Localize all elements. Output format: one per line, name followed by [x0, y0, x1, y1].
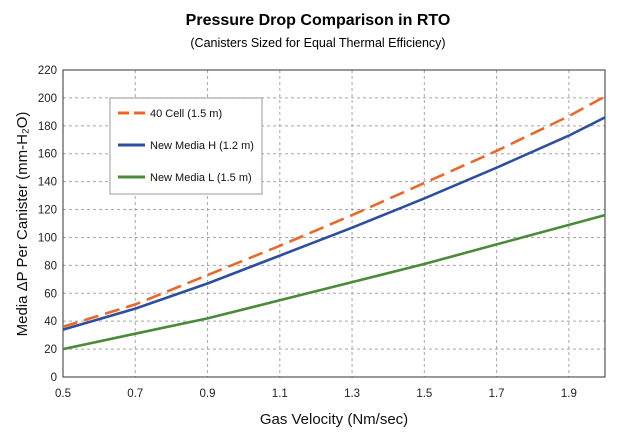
y-tick-label: 140 [38, 177, 57, 189]
legend-label: 40 Cell (1.5 m) [150, 108, 222, 120]
y-tick-label: 200 [38, 93, 57, 105]
x-tick-label: 1.9 [561, 388, 577, 400]
legend-label: New Media L (1.5 m) [150, 172, 252, 184]
y-tick-label: 120 [38, 205, 57, 217]
chart-subtitle: (Canisters Sized for Equal Thermal Effic… [190, 36, 445, 50]
chart-title: Pressure Drop Comparison in RTO [186, 12, 451, 29]
x-tick-label: 1.3 [344, 388, 360, 400]
x-tick-label: 1.1 [272, 388, 288, 400]
x-tick-label: 0.7 [127, 388, 143, 400]
y-tick-label: 100 [38, 232, 57, 244]
y-tick-label: 40 [44, 316, 57, 328]
y-tick-label: 220 [38, 65, 57, 77]
x-axis-ticks: 0.5 0.7 0.9 1.1 1.3 1.5 1.7 1.9 [55, 388, 577, 400]
y-tick-label: 20 [44, 344, 57, 356]
x-tick-label: 1.5 [416, 388, 432, 400]
y-tick-label: 0 [51, 372, 57, 384]
x-tick-label: 1.7 [489, 388, 505, 400]
y-tick-label: 180 [38, 121, 57, 133]
legend-label: New Media H (1.2 m) [150, 140, 254, 152]
y-tick-label: 60 [44, 288, 57, 300]
y-axis-ticks: 0 20 40 60 80 100 120 140 160 180 200 220 [38, 65, 57, 384]
x-tick-label: 0.5 [55, 388, 71, 400]
y-tick-label: 80 [44, 260, 57, 272]
y-tick-label: 160 [38, 149, 57, 161]
x-tick-label: 0.9 [200, 388, 216, 400]
x-axis-label: Gas Velocity (Nm/sec) [260, 411, 408, 428]
y-axis-label: Media ΔP Per Canister (mm-H₂O) [14, 112, 31, 337]
chart: Pressure Drop Comparison in RTO (Caniste… [0, 0, 635, 443]
